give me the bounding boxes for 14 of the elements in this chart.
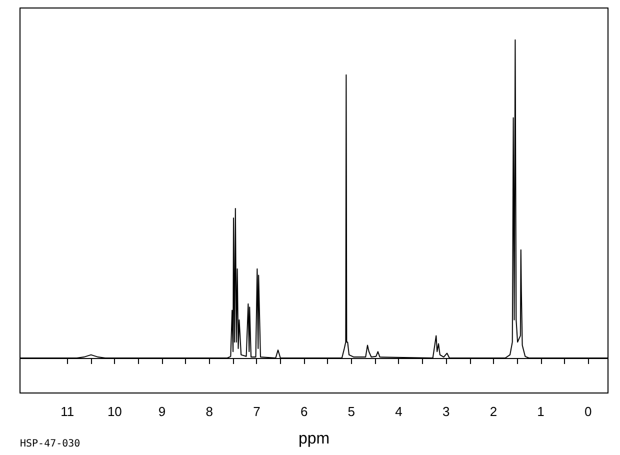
x-tick-label: 5 [348, 404, 356, 419]
x-tick-label: 8 [206, 404, 213, 419]
x-tick-label: 9 [158, 404, 166, 419]
x-tick-label: 3 [442, 404, 450, 419]
x-axis-title: ppm [298, 430, 330, 448]
x-tick-label: 7 [253, 404, 260, 419]
x-tick-label: 2 [490, 404, 498, 419]
x-tick-label: 6 [300, 404, 308, 419]
x-tick-label: 10 [107, 404, 122, 419]
text: HSP-47-030 [20, 438, 80, 450]
x-tick-label: 0 [584, 404, 592, 419]
x-tick-label: 11 [60, 404, 74, 419]
x-tick-label: 4 [395, 404, 402, 419]
x-tick-label: 1 [537, 404, 544, 419]
